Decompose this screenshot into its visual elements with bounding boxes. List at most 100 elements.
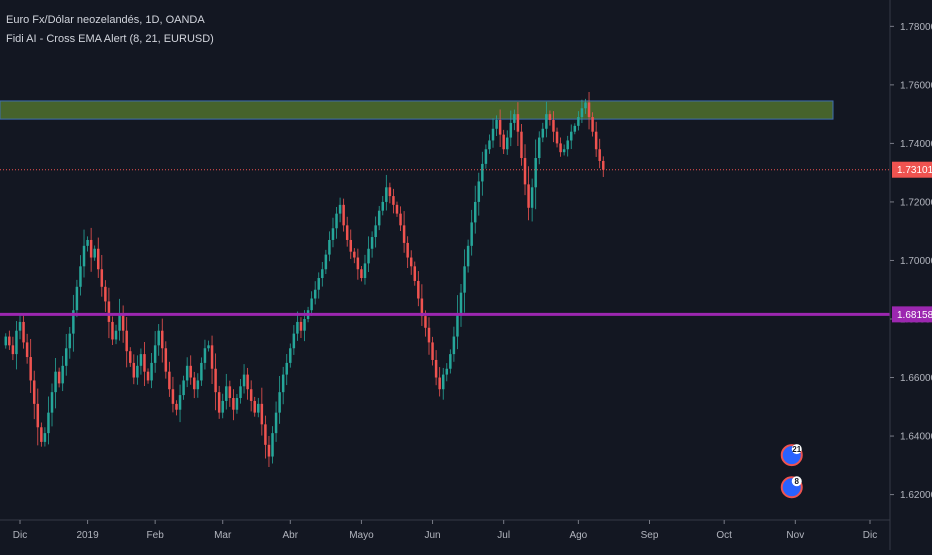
candle-body[interactable] bbox=[310, 298, 313, 311]
candle-body[interactable] bbox=[331, 228, 335, 240]
candle-body[interactable] bbox=[292, 333, 296, 349]
candle-body[interactable] bbox=[225, 386, 228, 401]
candle-body[interactable] bbox=[584, 102, 587, 109]
candle-body[interactable] bbox=[602, 160, 605, 170]
candle-body[interactable] bbox=[395, 204, 399, 214]
candle-body[interactable] bbox=[580, 108, 584, 118]
candle-body[interactable] bbox=[203, 348, 207, 363]
candle-body[interactable] bbox=[232, 398, 235, 410]
candle-body[interactable] bbox=[50, 392, 54, 413]
candle-body[interactable] bbox=[68, 333, 72, 349]
candle-body[interactable] bbox=[527, 184, 530, 208]
candle-body[interactable] bbox=[146, 371, 150, 381]
candle-body[interactable] bbox=[157, 330, 160, 346]
candle-body[interactable] bbox=[456, 313, 459, 337]
candle-body[interactable] bbox=[260, 403, 264, 425]
candle-body[interactable] bbox=[175, 403, 178, 410]
candle-body[interactable] bbox=[253, 400, 256, 413]
candle-body[interactable] bbox=[321, 269, 324, 279]
candle-body[interactable] bbox=[477, 181, 481, 202]
candle-body[interactable] bbox=[193, 377, 196, 390]
candle-body[interactable] bbox=[249, 389, 253, 401]
candle-body[interactable] bbox=[97, 248, 100, 270]
candle-body[interactable] bbox=[388, 187, 392, 197]
candle-body[interactable] bbox=[420, 298, 424, 317]
candle-body[interactable] bbox=[136, 365, 139, 378]
candle-body[interactable] bbox=[153, 345, 157, 363]
candle-body[interactable] bbox=[278, 392, 281, 413]
candle-body[interactable] bbox=[79, 266, 82, 287]
candle-body[interactable] bbox=[587, 102, 591, 118]
candle-body[interactable] bbox=[299, 321, 303, 331]
candle-body[interactable] bbox=[392, 196, 395, 205]
candle-body[interactable] bbox=[150, 362, 153, 381]
candle-body[interactable] bbox=[520, 131, 523, 159]
candle-body[interactable] bbox=[82, 245, 86, 267]
candle-body[interactable] bbox=[473, 201, 477, 223]
candle-body[interactable] bbox=[509, 122, 513, 138]
candle-body[interactable] bbox=[168, 371, 171, 390]
candle-body[interactable] bbox=[577, 117, 580, 126]
candle-body[interactable] bbox=[335, 213, 338, 229]
candle-body[interactable] bbox=[594, 131, 598, 150]
candle-body[interactable] bbox=[552, 119, 555, 132]
candle-body[interactable] bbox=[424, 316, 427, 328]
candle-body[interactable] bbox=[75, 286, 79, 311]
candle-body[interactable] bbox=[54, 371, 57, 393]
indicator-legend[interactable]: Fidi AI - Cross EMA Alert (8, 21, EURUSD… bbox=[6, 33, 214, 45]
candle-body[interactable] bbox=[89, 239, 93, 258]
candle-body[interactable] bbox=[139, 354, 143, 366]
candle-body[interactable] bbox=[228, 386, 232, 399]
candle-body[interactable] bbox=[445, 368, 449, 375]
candle-body[interactable] bbox=[488, 140, 491, 150]
candle-body[interactable] bbox=[470, 222, 473, 246]
candle-body[interactable] bbox=[360, 269, 363, 279]
candle-body[interactable] bbox=[342, 204, 345, 226]
candle-body[interactable] bbox=[555, 131, 559, 144]
candle-body[interactable] bbox=[100, 269, 104, 287]
candle-body[interactable] bbox=[374, 225, 377, 238]
candle-body[interactable] bbox=[338, 204, 342, 214]
candle-body[interactable] bbox=[242, 374, 246, 387]
candle-body[interactable] bbox=[32, 380, 36, 404]
candle-body[interactable] bbox=[441, 374, 445, 390]
candle-body[interactable] bbox=[36, 403, 40, 428]
candle-body[interactable] bbox=[484, 149, 488, 164]
candle-body[interactable] bbox=[377, 210, 381, 226]
candle-body[interactable] bbox=[164, 348, 168, 372]
candle-body[interactable] bbox=[210, 345, 214, 369]
candle-body[interactable] bbox=[235, 398, 239, 410]
candle-body[interactable] bbox=[427, 327, 431, 343]
candle-body[interactable] bbox=[29, 357, 32, 381]
candle-body[interactable] bbox=[413, 266, 417, 281]
candle-body[interactable] bbox=[385, 187, 388, 202]
candle-body[interactable] bbox=[495, 119, 498, 129]
candle-body[interactable] bbox=[438, 377, 441, 390]
candle-body[interactable] bbox=[566, 140, 569, 150]
candle-body[interactable] bbox=[125, 330, 128, 352]
candle-body[interactable] bbox=[86, 239, 89, 246]
candle-body[interactable] bbox=[466, 245, 470, 267]
candle-body[interactable] bbox=[239, 386, 242, 399]
candle-body[interactable] bbox=[324, 254, 328, 270]
candle-body[interactable] bbox=[356, 257, 360, 270]
candle-body[interactable] bbox=[548, 114, 552, 120]
candle-body[interactable] bbox=[296, 321, 299, 334]
candle-body[interactable] bbox=[178, 395, 182, 410]
candle-body[interactable] bbox=[463, 266, 466, 293]
candle-body[interactable] bbox=[545, 114, 548, 129]
candle-body[interactable] bbox=[328, 239, 331, 255]
candle-body[interactable] bbox=[104, 286, 107, 302]
candle-body[interactable] bbox=[43, 433, 47, 442]
candle-body[interactable] bbox=[40, 427, 43, 442]
resistance-zone[interactable] bbox=[0, 100, 834, 120]
candle-body[interactable] bbox=[598, 149, 601, 161]
candle-body[interactable] bbox=[121, 313, 125, 331]
candle-body[interactable] bbox=[562, 149, 566, 153]
candle-body[interactable] bbox=[271, 433, 274, 457]
candle-body[interactable] bbox=[107, 301, 111, 322]
candle-body[interactable] bbox=[363, 263, 367, 279]
candle-body[interactable] bbox=[257, 403, 260, 413]
candle-body[interactable] bbox=[22, 321, 25, 343]
